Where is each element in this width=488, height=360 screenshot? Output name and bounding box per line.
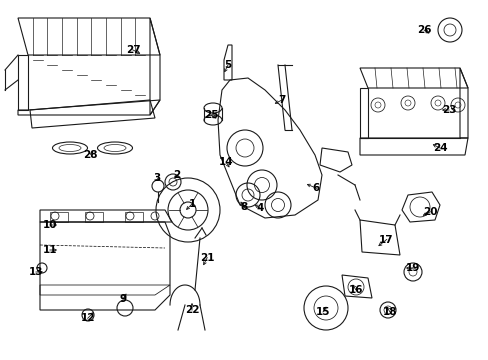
Text: 8: 8	[240, 202, 247, 212]
Text: 24: 24	[432, 143, 447, 153]
Text: 1: 1	[188, 199, 195, 209]
Text: 21: 21	[199, 253, 214, 263]
Text: 14: 14	[218, 157, 233, 167]
Text: 2: 2	[173, 170, 180, 180]
Text: 5: 5	[224, 60, 231, 70]
Text: 11: 11	[42, 245, 57, 255]
Text: 26: 26	[416, 25, 430, 35]
Text: 23: 23	[441, 105, 455, 115]
Text: 22: 22	[184, 305, 199, 315]
Text: 6: 6	[312, 183, 319, 193]
Text: 3: 3	[153, 173, 160, 183]
Text: 15: 15	[315, 307, 329, 317]
Text: 28: 28	[82, 150, 97, 160]
Text: 19: 19	[405, 263, 419, 273]
Text: 9: 9	[119, 294, 126, 304]
Text: 18: 18	[382, 307, 396, 317]
Text: 27: 27	[125, 45, 140, 55]
Text: 25: 25	[203, 110, 218, 120]
Text: 4: 4	[256, 203, 263, 213]
Text: 16: 16	[348, 285, 363, 295]
Text: 10: 10	[42, 220, 57, 230]
Text: 13: 13	[29, 267, 43, 277]
Text: 20: 20	[422, 207, 436, 217]
Text: 17: 17	[378, 235, 392, 245]
Text: 7: 7	[278, 95, 285, 105]
Text: 12: 12	[81, 313, 95, 323]
